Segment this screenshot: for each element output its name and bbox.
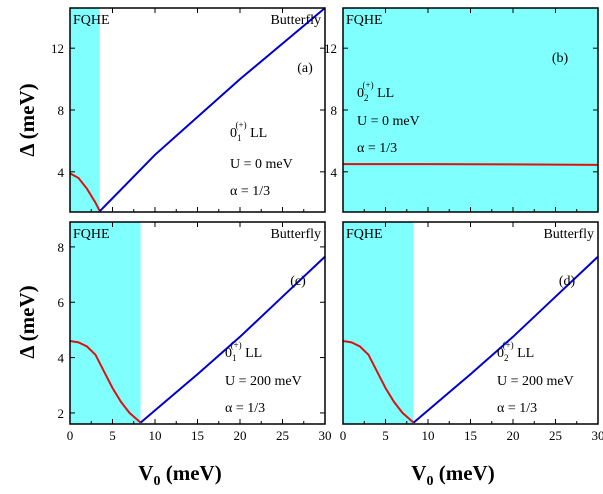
x-tick-label-c: 0 [67, 428, 74, 443]
panel-b: 4 8 12 FQHE (b) 02(+) LL U = 0 meV α = 1/3 [324, 7, 599, 213]
region-label-fqhe-c: FQHE [73, 227, 110, 242]
panel-c: 0 5 10 15 20 25 30 2 4 6 8 FQHE Butterfly (c) 01(+) LL… [58, 221, 332, 443]
panel-letter-b: (b) [552, 51, 569, 66]
butterfly-line-c [139, 255, 326, 424]
landau-level-label-c: 01(+) LL [225, 340, 262, 363]
region-label-fqhe-a: FQHE [73, 13, 110, 28]
x-tick-label-d: 20 [507, 428, 520, 443]
region-label-butterfly-c: Butterfly [270, 227, 321, 242]
panel-a: 4 8 12 FQHE Butterfly (a) 01(+) LL U = 0 meV α =… [51, 7, 326, 213]
x-tick-label-d: 15 [464, 428, 477, 443]
y-tick-label-c: 8 [58, 240, 65, 255]
panel-letter-a: (a) [297, 61, 313, 76]
alpha-value-label-c: α = 1/3 [225, 401, 265, 416]
x-axis-title-left: V0 (meV) [138, 461, 221, 489]
y-tick-label-b: 8 [331, 103, 338, 118]
x-tick-label-d: 30 [592, 428, 603, 443]
fqhe-region-c [70, 222, 141, 424]
y-axis-title-top: Δ (meV) [15, 83, 39, 156]
x-axis-title-right: V0 (meV) [411, 461, 494, 489]
x-tick-label-d: 0 [340, 428, 347, 443]
fqhe-line-b [343, 163, 599, 166]
panel-letter-d: (d) [559, 274, 576, 289]
panel-d: 0 5 10 15 20 25 30 FQHE Butterfly (d) 02(+) LL U = … [340, 221, 603, 443]
region-label-fqhe-b: FQHE [346, 13, 383, 28]
y-tick-label-a: 8 [58, 103, 65, 118]
y-axis-title-bottom: Δ (meV) [15, 285, 39, 358]
landau-level-label-d: 02(+) LL [497, 340, 534, 363]
fqhe-line-a [69, 172, 101, 212]
y-tick-label-c: 6 [58, 295, 65, 310]
y-tick-label-a: 4 [58, 165, 65, 180]
alpha-value-label-b: α = 1/3 [357, 141, 397, 156]
x-tick-label-d: 10 [422, 428, 435, 443]
y-tick-label-b: 4 [331, 165, 338, 180]
alpha-value-label-a: α = 1/3 [230, 184, 270, 199]
u-value-label-d: U = 200 meV [497, 374, 574, 389]
u-value-label-a: U = 0 meV [230, 157, 293, 172]
landau-level-label-a: 01(+) LL [230, 120, 267, 143]
y-tick-label-a: 12 [51, 41, 64, 56]
fqhe-line-d [342, 340, 415, 424]
alpha-value-label-d: α = 1/3 [497, 401, 537, 416]
x-tick-label-d: 5 [382, 428, 389, 443]
x-tick-label-d: 25 [549, 428, 562, 443]
fqhe-region-d [343, 222, 414, 424]
x-tick-label-c: 30 [319, 428, 332, 443]
butterfly-line-a [99, 7, 326, 212]
y-tick-label-b: 12 [324, 41, 337, 56]
butterfly-line-d [412, 255, 599, 424]
region-label-butterfly-a: Butterfly [270, 13, 321, 28]
u-value-label-b: U = 0 meV [357, 114, 420, 129]
y-tick-label-c: 2 [58, 406, 65, 421]
x-tick-label-c: 20 [234, 428, 247, 443]
x-tick-label-c: 25 [276, 428, 289, 443]
x-tick-label-c: 5 [109, 428, 116, 443]
axes-frame-a [69, 7, 326, 213]
x-tick-label-c: 10 [149, 428, 162, 443]
x-tick-label-c: 15 [191, 428, 204, 443]
fqhe-line-c [69, 340, 142, 424]
y-tick-label-c: 4 [58, 351, 65, 366]
fqhe-region-b [343, 8, 598, 212]
landau-level-label-b: 02(+) LL [357, 80, 394, 103]
panel-letter-c: (c) [290, 274, 306, 289]
u-value-label-c: U = 200 meV [225, 374, 302, 389]
region-label-butterfly-d: Butterfly [543, 227, 594, 242]
region-label-fqhe-d: FQHE [346, 227, 383, 242]
